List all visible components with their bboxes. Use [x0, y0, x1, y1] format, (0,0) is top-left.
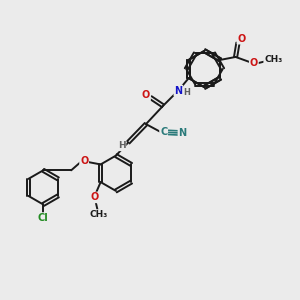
- Text: N: N: [178, 128, 187, 138]
- Text: H: H: [118, 141, 126, 150]
- Text: O: O: [142, 90, 150, 100]
- Text: H: H: [183, 88, 190, 97]
- Text: C: C: [160, 127, 167, 137]
- Text: CH₃: CH₃: [264, 55, 282, 64]
- Text: CH₃: CH₃: [90, 210, 108, 219]
- Text: O: O: [90, 192, 98, 203]
- Text: O: O: [80, 157, 88, 166]
- Text: O: O: [237, 34, 246, 44]
- Text: O: O: [250, 58, 258, 68]
- Text: N: N: [174, 85, 182, 95]
- Text: Cl: Cl: [38, 213, 49, 223]
